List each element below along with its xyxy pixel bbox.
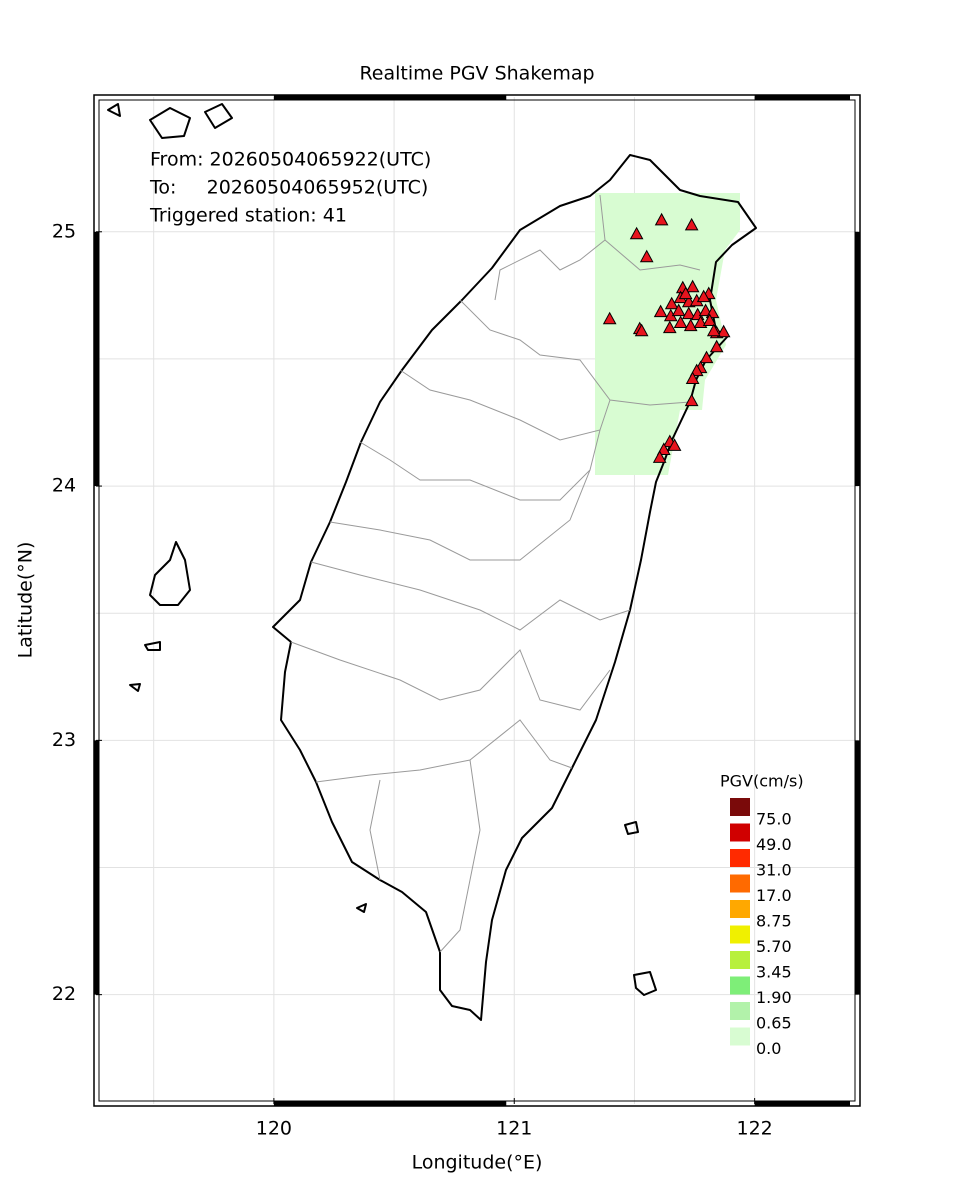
county-boundary <box>439 759 481 953</box>
island <box>129 683 141 692</box>
frame-bar <box>273 95 507 100</box>
frame-bar <box>273 1101 507 1106</box>
island <box>149 541 191 606</box>
station <box>667 438 682 451</box>
basemap <box>107 103 757 1021</box>
island <box>633 971 657 996</box>
frame-bar <box>754 1101 850 1106</box>
y-tick-label: 24 <box>52 475 76 497</box>
legend-swatch <box>730 874 750 893</box>
county-boundary <box>459 299 691 406</box>
station <box>639 249 654 263</box>
station <box>702 313 717 327</box>
legend-label: 31.0 <box>756 861 792 880</box>
legend-swatch <box>730 1027 750 1046</box>
station <box>671 303 686 317</box>
legend-label: 0.0 <box>756 1039 781 1058</box>
y-tick-label: 25 <box>52 220 76 242</box>
frame-bar <box>94 231 99 487</box>
station <box>681 306 696 320</box>
legend-label: 17.0 <box>756 886 792 905</box>
legend-label: 0.65 <box>756 1014 792 1033</box>
station <box>678 286 693 300</box>
county-boundary <box>399 369 611 441</box>
legend-swatch <box>730 925 750 944</box>
frame-inner <box>98 99 856 1102</box>
legend-label: 49.0 <box>756 835 792 854</box>
station <box>629 226 644 240</box>
frame-bar <box>754 95 850 100</box>
legend-label: 5.70 <box>756 937 792 956</box>
station <box>684 393 699 407</box>
station <box>654 212 669 226</box>
station <box>684 217 699 231</box>
legend-label: 1.90 <box>756 988 792 1007</box>
island <box>149 107 191 139</box>
county-boundary <box>290 641 611 711</box>
y-axis-label: Latitude(°N) <box>15 542 37 659</box>
island <box>204 103 233 129</box>
y-tick-label: 23 <box>52 729 76 751</box>
station <box>706 323 721 337</box>
x-tick-label: 120 <box>256 1118 292 1140</box>
island <box>356 903 367 913</box>
y-tick-label: 22 <box>52 983 76 1005</box>
info-stations: Triggered station: 41 <box>149 205 347 227</box>
island <box>624 821 639 835</box>
frame-bar <box>855 231 860 487</box>
county-boundary <box>310 561 631 631</box>
county-boundary <box>494 194 606 301</box>
legend-label: 3.45 <box>756 963 792 982</box>
county-boundary <box>604 239 701 271</box>
x-tick-label: 121 <box>496 1118 532 1140</box>
station <box>673 315 688 329</box>
info-to: To: 20260504065952(UTC) <box>149 177 428 199</box>
island <box>144 641 161 651</box>
legend: 75.0 49.0 31.0 17.0 8.75 5.70 3.45 1.90 0.65 0.0 <box>730 798 792 1058</box>
legend-swatch <box>730 1002 750 1020</box>
legend-swatch <box>730 900 750 918</box>
x-axis-label: Longitude(°E) <box>412 1152 543 1174</box>
station <box>662 320 677 334</box>
pgv-shading <box>595 193 740 475</box>
legend-swatch <box>730 976 750 995</box>
station <box>656 442 671 455</box>
station <box>716 324 731 338</box>
county-boundary <box>315 719 573 783</box>
county-boundary <box>369 779 381 881</box>
station <box>685 371 700 385</box>
info-from: From: 20260504065922(UTC) <box>150 149 431 171</box>
frame-bar <box>94 740 99 995</box>
legend-swatch <box>730 798 750 816</box>
county-boundary <box>329 469 591 561</box>
frame-bar <box>855 740 860 995</box>
station <box>652 450 667 463</box>
legend-swatch <box>730 849 750 867</box>
station <box>698 303 713 317</box>
chart-title: Realtime PGV Shakemap <box>359 63 594 85</box>
island <box>107 103 121 117</box>
legend-swatch <box>730 951 750 969</box>
station <box>653 304 668 318</box>
station <box>709 339 724 353</box>
legend-swatch <box>730 823 750 842</box>
station <box>634 323 649 337</box>
frame <box>93 94 861 1107</box>
legend-label: 8.75 <box>756 912 792 931</box>
county-boundary <box>359 429 601 501</box>
x-tick-label: 122 <box>737 1118 773 1140</box>
station <box>696 289 711 303</box>
station <box>685 279 700 293</box>
station <box>602 311 617 325</box>
stations <box>602 212 731 463</box>
legend-title: PGV(cm/s) <box>720 772 804 791</box>
station <box>699 350 714 364</box>
station <box>683 318 698 332</box>
station <box>664 296 679 310</box>
station <box>689 363 704 377</box>
legend-label: 75.0 <box>756 810 792 829</box>
